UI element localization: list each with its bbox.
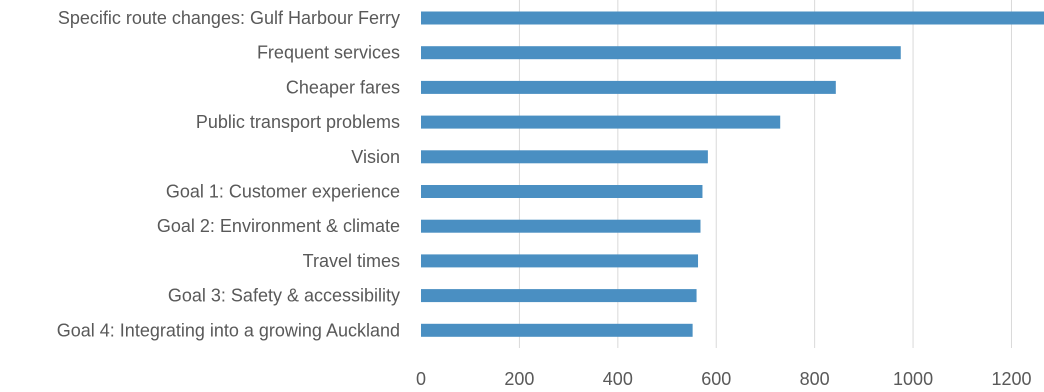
x-tick-label: 1200 bbox=[991, 369, 1031, 387]
bar bbox=[421, 289, 697, 303]
category-label: Goal 4: Integrating into a growing Auckl… bbox=[57, 320, 400, 340]
category-label: Travel times bbox=[303, 251, 400, 271]
category-label: Goal 3: Safety & accessibility bbox=[168, 286, 400, 306]
bar bbox=[421, 150, 708, 164]
x-tick-label: 1000 bbox=[893, 369, 933, 387]
category-label: Frequent services bbox=[257, 43, 400, 63]
x-tick-label: 600 bbox=[701, 369, 731, 387]
x-tick-label: 0 bbox=[416, 369, 426, 387]
x-tick-label: 800 bbox=[800, 369, 830, 387]
category-label: Goal 2: Environment & climate bbox=[157, 216, 400, 236]
bar bbox=[421, 185, 703, 198]
x-axis-tick-labels: 0 200 400 600 800 1000 1200 bbox=[416, 369, 1032, 389]
category-label: Goal 1: Customer experience bbox=[166, 182, 400, 202]
bar bbox=[421, 115, 781, 129]
bars bbox=[421, 11, 1044, 337]
bar bbox=[421, 254, 699, 268]
bar bbox=[421, 323, 693, 337]
bar bbox=[421, 46, 901, 60]
category-label: Cheaper fares bbox=[286, 77, 400, 97]
x-tick-label: 200 bbox=[504, 369, 534, 387]
bar bbox=[421, 219, 701, 233]
x-tick-label: 400 bbox=[603, 369, 633, 387]
category-label: Public transport problems bbox=[196, 112, 400, 132]
category-label: Specific route changes: Gulf Harbour Fer… bbox=[58, 8, 400, 28]
category-labels: Specific route changes: Gulf Harbour Fer… bbox=[57, 8, 400, 340]
bar bbox=[421, 80, 836, 94]
bar bbox=[421, 11, 1044, 25]
category-label: Vision bbox=[351, 147, 400, 167]
